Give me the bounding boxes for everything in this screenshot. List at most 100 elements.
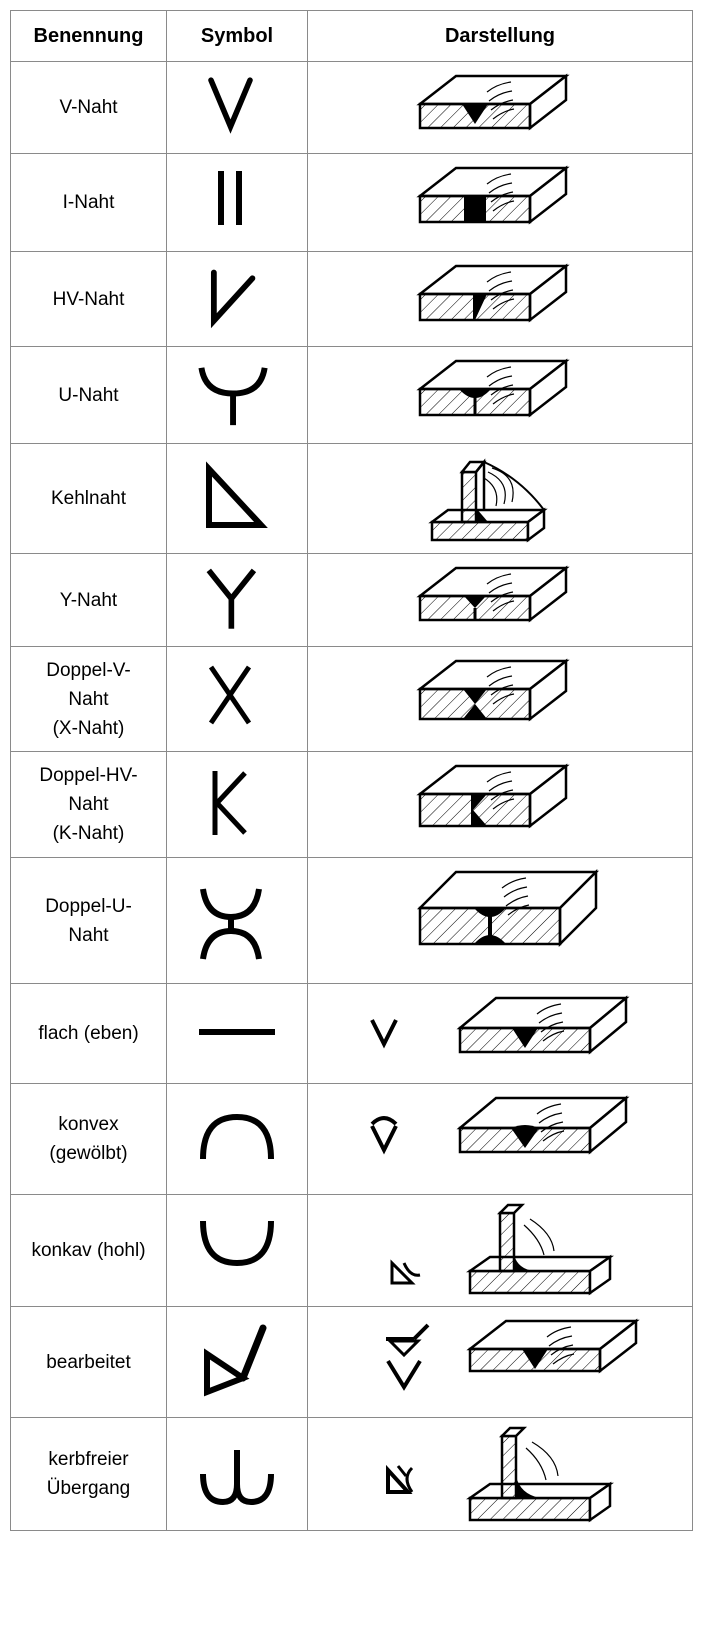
- symbol-cell: [166, 1417, 308, 1531]
- seam-name-text: Kehlnaht: [50, 488, 126, 509]
- seam-name: V-Naht: [10, 61, 167, 154]
- seam-name: kerbfreier Übergang: [10, 1417, 167, 1531]
- concave-surface-symbol-icon: [200, 1220, 274, 1266]
- table-row: Doppel-U- Naht: [10, 857, 693, 984]
- convex-surface-illustration-icon: [370, 1094, 630, 1155]
- concave-surface-illustration-icon: [390, 1203, 614, 1295]
- seam-name-text: U-Naht: [58, 384, 119, 406]
- seam-name-text: bearbeitet: [46, 1351, 131, 1373]
- table-row: konkav (hohl): [10, 1194, 693, 1307]
- k-seam-symbol-icon: [212, 770, 247, 835]
- table-row: Doppel-HV- Naht (K-Naht): [10, 751, 693, 858]
- illustration-cell: [307, 553, 693, 647]
- illustration-cell: [307, 443, 693, 554]
- seam-name-text: Doppel-V- Naht (X-Naht): [46, 659, 131, 739]
- seam-name-text: I-Naht: [62, 192, 115, 213]
- seam-name: flach (eben): [10, 983, 167, 1084]
- table-row: bearbeitet: [10, 1306, 693, 1418]
- symbol-cell: [166, 443, 308, 554]
- table-row: konvex (gewölbt): [10, 1083, 693, 1195]
- u-seam-illustration-icon: [416, 357, 570, 418]
- table-row: I-Naht: [10, 153, 693, 252]
- seam-name-text: konvex (gewölbt): [49, 1114, 128, 1164]
- seam-name: Y-Naht: [10, 553, 167, 647]
- header-symbol: Symbol: [166, 10, 308, 62]
- k-seam-illustration-icon: [416, 762, 570, 829]
- illustration-cell: [307, 751, 693, 858]
- seam-name: Doppel-V- Naht (X-Naht): [10, 646, 167, 752]
- u-seam-symbol-icon: [198, 366, 268, 425]
- symbol-cell: [166, 251, 308, 347]
- x-seam-illustration-icon: [416, 657, 570, 722]
- fillet-weld-illustration-icon: [428, 457, 548, 542]
- symbol-cell: [166, 1083, 308, 1195]
- double-u-seam-illustration-icon: [416, 868, 600, 947]
- seam-name: konvex (gewölbt): [10, 1083, 167, 1195]
- symbol-cell: [166, 153, 308, 252]
- symbol-cell: [166, 61, 308, 154]
- seam-name-text: HV-Naht: [52, 288, 125, 310]
- illustration-cell: [307, 61, 693, 154]
- seam-name: U-Naht: [10, 346, 167, 444]
- symbol-cell: [166, 553, 308, 647]
- table-row: flach (eben): [10, 983, 693, 1084]
- seam-name: Doppel-HV- Naht (K-Naht): [10, 751, 167, 858]
- table-row: Doppel-V- Naht (X-Naht): [10, 646, 693, 752]
- table-row: U-Naht: [10, 346, 693, 444]
- illustration-cell: [307, 983, 693, 1084]
- illustration-cell: [307, 646, 693, 752]
- hv-seam-symbol-icon: [210, 269, 256, 328]
- table-row: kerbfreier Übergang: [10, 1417, 693, 1531]
- illustration-cell: [307, 251, 693, 347]
- illustration-cell: [307, 1083, 693, 1195]
- seam-name-text: Doppel-U- Naht: [45, 895, 132, 946]
- illustration-cell: [307, 153, 693, 252]
- machined-surface-illustration-icon: [386, 1317, 640, 1391]
- illustration-cell: [307, 1306, 693, 1418]
- weld-symbol-table: Benennung Symbol Darstellung V-Naht I-Nah…: [10, 10, 693, 1531]
- double-u-seam-symbol-icon: [200, 887, 262, 960]
- flat-surface-symbol-icon: [199, 1028, 275, 1035]
- machined-surface-symbol-icon: [204, 1324, 267, 1397]
- symbol-cell: [166, 1194, 308, 1307]
- y-seam-symbol-icon: [206, 568, 257, 629]
- header-darstellung: Darstellung: [307, 10, 693, 62]
- seam-name: bearbeitet: [10, 1306, 167, 1418]
- illustration-cell: [307, 1417, 693, 1531]
- seam-name-text: konkav (hohl): [31, 1240, 146, 1261]
- x-seam-symbol-icon: [208, 665, 252, 725]
- hv-seam-illustration-icon: [416, 262, 570, 323]
- seam-name-text: kerbfreier Übergang: [46, 1449, 131, 1499]
- illustration-cell: [307, 857, 693, 984]
- symbol-cell: [166, 857, 308, 984]
- table-row: Kehlnaht: [10, 443, 693, 554]
- notch-free-transition-symbol-icon: [200, 1450, 274, 1506]
- header-benennung: Benennung: [10, 10, 167, 62]
- v-seam-illustration-icon: [416, 72, 570, 131]
- seam-name: I-Naht: [10, 153, 167, 252]
- flat-surface-illustration-icon: [370, 994, 630, 1055]
- convex-surface-symbol-icon: [200, 1113, 274, 1160]
- symbol-cell: [166, 646, 308, 752]
- seam-name: Kehlnaht: [10, 443, 167, 554]
- seam-name-text: Doppel-HV- Naht (K-Naht): [39, 765, 138, 844]
- i-seam-symbol-icon: [218, 170, 242, 225]
- symbol-cell: [166, 346, 308, 444]
- y-seam-illustration-icon: [416, 564, 570, 623]
- seam-name-text: V-Naht: [59, 97, 118, 118]
- seam-name-text: Y-Naht: [59, 589, 118, 611]
- seam-name: HV-Naht: [10, 251, 167, 347]
- table-header-row: Benennung Symbol Darstellung: [10, 10, 693, 62]
- symbol-cell: [166, 983, 308, 1084]
- symbol-cell: [166, 751, 308, 858]
- seam-name-text: flach (eben): [38, 1023, 139, 1044]
- table-row: HV-Naht: [10, 251, 693, 347]
- notch-free-transition-illustration-icon: [386, 1426, 614, 1522]
- fillet-weld-symbol-icon: [206, 460, 268, 528]
- symbol-cell: [166, 1306, 308, 1418]
- illustration-cell: [307, 346, 693, 444]
- table-row: V-Naht: [10, 61, 693, 154]
- v-seam-symbol-icon: [208, 76, 253, 134]
- seam-name: Doppel-U- Naht: [10, 857, 167, 984]
- seam-name: konkav (hohl): [10, 1194, 167, 1307]
